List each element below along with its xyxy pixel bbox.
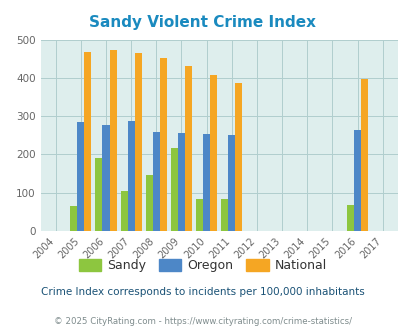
Text: Crime Index corresponds to incidents per 100,000 inhabitants: Crime Index corresponds to incidents per… bbox=[41, 287, 364, 297]
Bar bbox=[134, 53, 141, 231]
Bar bbox=[185, 66, 192, 231]
Bar bbox=[120, 191, 127, 231]
Bar bbox=[127, 121, 134, 231]
Bar bbox=[145, 176, 152, 231]
Bar bbox=[152, 132, 160, 231]
Bar bbox=[353, 130, 360, 231]
Bar bbox=[109, 50, 116, 231]
Bar bbox=[160, 58, 166, 231]
Text: © 2025 CityRating.com - https://www.cityrating.com/crime-statistics/: © 2025 CityRating.com - https://www.city… bbox=[54, 317, 351, 326]
Bar bbox=[102, 125, 109, 231]
Bar bbox=[84, 52, 91, 231]
Bar bbox=[210, 75, 217, 231]
Legend: Sandy, Oregon, National: Sandy, Oregon, National bbox=[74, 254, 331, 277]
Bar bbox=[171, 148, 177, 231]
Bar bbox=[196, 199, 202, 231]
Bar bbox=[346, 205, 353, 231]
Bar bbox=[221, 199, 228, 231]
Bar bbox=[95, 158, 102, 231]
Text: Sandy Violent Crime Index: Sandy Violent Crime Index bbox=[89, 15, 316, 30]
Bar bbox=[177, 133, 185, 231]
Bar bbox=[202, 134, 210, 231]
Bar bbox=[228, 135, 235, 231]
Bar bbox=[235, 83, 242, 231]
Bar bbox=[360, 79, 367, 231]
Bar bbox=[70, 206, 77, 231]
Bar bbox=[77, 122, 84, 231]
